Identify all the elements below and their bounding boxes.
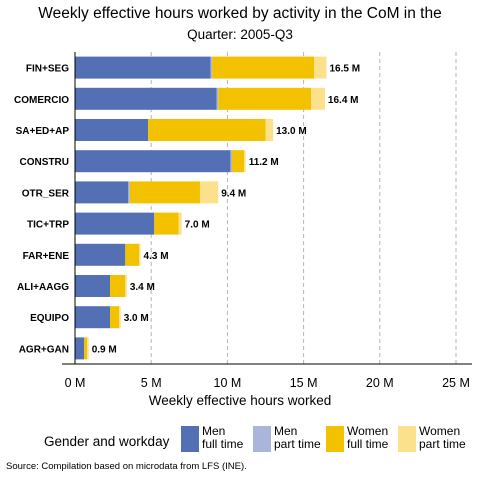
legend-swatch-women-full-time [326, 426, 344, 452]
bar-sa-ed-ap-women-full-time [148, 119, 266, 141]
legend-swatch-men-full-time [181, 426, 199, 452]
category-label-far-ene: FAR+ENE [23, 251, 70, 262]
category-label-sa-ed-ap: SA+ED+AP [16, 126, 70, 137]
total-label-constru: 11.2 M [249, 157, 279, 168]
legend-label-line2: part time [274, 437, 321, 451]
bar-tic-trp-women-part-time [178, 212, 182, 235]
legend: Gender and workday Men full time Men par… [0, 424, 480, 460]
legend-swatch-women-part-time [398, 426, 416, 452]
bar-otr-ser-men-full-time [75, 181, 129, 204]
x-tick-label-5: 25 M [442, 376, 470, 390]
category-label-comercio: COMERCIO [14, 95, 69, 106]
bar-otr-ser-women-part-time [199, 181, 219, 204]
total-label-far-ene: 4.3 M [144, 251, 169, 262]
bar-fin-seg-women-full-time [212, 56, 315, 79]
bar-ali-aagg-women-full-time [110, 275, 126, 297]
bar-constru-men-part-time [230, 150, 232, 173]
x-tick-label-2: 10 M [214, 376, 242, 390]
x-tick-label-1: 5 M [141, 376, 162, 390]
source-caption: Source: Compilation based on microdata f… [6, 461, 247, 472]
category-label-agr-gan: AGR+GAN [19, 344, 69, 355]
bar-fin-seg-men-part-time [210, 56, 213, 79]
bar-comercio-women-full-time [218, 87, 312, 110]
bar-chart: FIN+SEG 16.5 M COMERCIO 16.4 M SA+ED+AP 13.0 … [14, 52, 472, 408]
x-tick-label-3: 15 M [290, 376, 318, 390]
x-tick-label-4: 20 M [366, 376, 394, 390]
category-label-constru: CONSTRU [20, 157, 69, 168]
legend-label-line1: Men [202, 424, 226, 438]
total-label-agr-gan: 0.9 M [92, 344, 117, 355]
bar-constru-women-part-time [244, 150, 246, 173]
bar-far-ene-men-full-time [75, 243, 126, 266]
bar-fin-seg-women-part-time [314, 56, 327, 79]
bar-ali-aagg-women-part-time [125, 275, 127, 297]
total-label-otr-ser: 9.4 M [221, 188, 246, 199]
legend-label-line2: part time [419, 437, 466, 451]
bar-far-ene-women-part-time [139, 243, 141, 266]
bar-ali-aagg-men-full-time [75, 275, 111, 297]
total-label-ali-aagg: 3.4 M [130, 282, 155, 293]
chart-subtitle: Quarter: 2005-Q3 [187, 27, 293, 42]
bar-equipo-women-full-time [110, 306, 120, 329]
bar-agr-gan-women-part-time [87, 337, 89, 360]
legend-swatch-men-part-time [253, 426, 271, 452]
category-label-otr-ser: OTR_SER [22, 188, 70, 199]
legend-label-line1: Women [419, 424, 461, 438]
category-label-equipo: EQUIPO [30, 313, 69, 324]
bar-agr-gan-men-full-time [75, 337, 85, 360]
legend-title: Gender and workday [44, 434, 170, 449]
bar-sa-ed-ap-men-full-time [75, 119, 149, 141]
bar-tic-trp-men-full-time [75, 212, 155, 235]
bar-far-ene-women-full-time [125, 243, 140, 266]
total-label-tic-trp: 7.0 M [185, 220, 210, 231]
legend-label-line1: Women [347, 424, 389, 438]
chart-title: Weekly effective hours worked by activit… [38, 5, 442, 22]
bar-otr-ser-women-full-time [129, 181, 200, 204]
bar-comercio-women-part-time [311, 87, 325, 110]
bar-equipo-men-full-time [75, 306, 111, 329]
total-label-sa-ed-ap: 13.0 M [276, 126, 307, 137]
category-label-fin-seg: FIN+SEG [26, 64, 69, 75]
category-label-tic-trp: TIC+TRP [27, 220, 69, 231]
bar-tic-trp-women-full-time [154, 212, 179, 235]
category-label-ali-aagg: ALI+AAGG [17, 282, 69, 293]
bar-sa-ed-ap-women-part-time [265, 119, 274, 141]
bar-agr-gan-women-full-time [84, 337, 88, 360]
bar-fin-seg-men-full-time [75, 56, 211, 79]
bar-otr-ser-men-part-time [128, 181, 130, 204]
legend-label-line2: full time [202, 437, 244, 451]
bar-constru-men-full-time [75, 150, 231, 173]
x-axis-title: Weekly effective hours worked [149, 393, 332, 408]
legend-label-line2: full time [347, 437, 389, 451]
bar-equipo-women-part-time [119, 306, 121, 329]
bar-comercio-men-part-time [216, 87, 219, 110]
total-label-comercio: 16.4 M [328, 95, 359, 106]
bar-comercio-men-full-time [75, 87, 217, 110]
total-label-fin-seg: 16.5 M [329, 64, 360, 75]
total-label-equipo: 3.0 M [124, 313, 149, 324]
bar-constru-women-full-time [231, 150, 245, 173]
legend-label-line1: Men [274, 424, 298, 438]
x-tick-label-0: 0 M [65, 376, 86, 390]
